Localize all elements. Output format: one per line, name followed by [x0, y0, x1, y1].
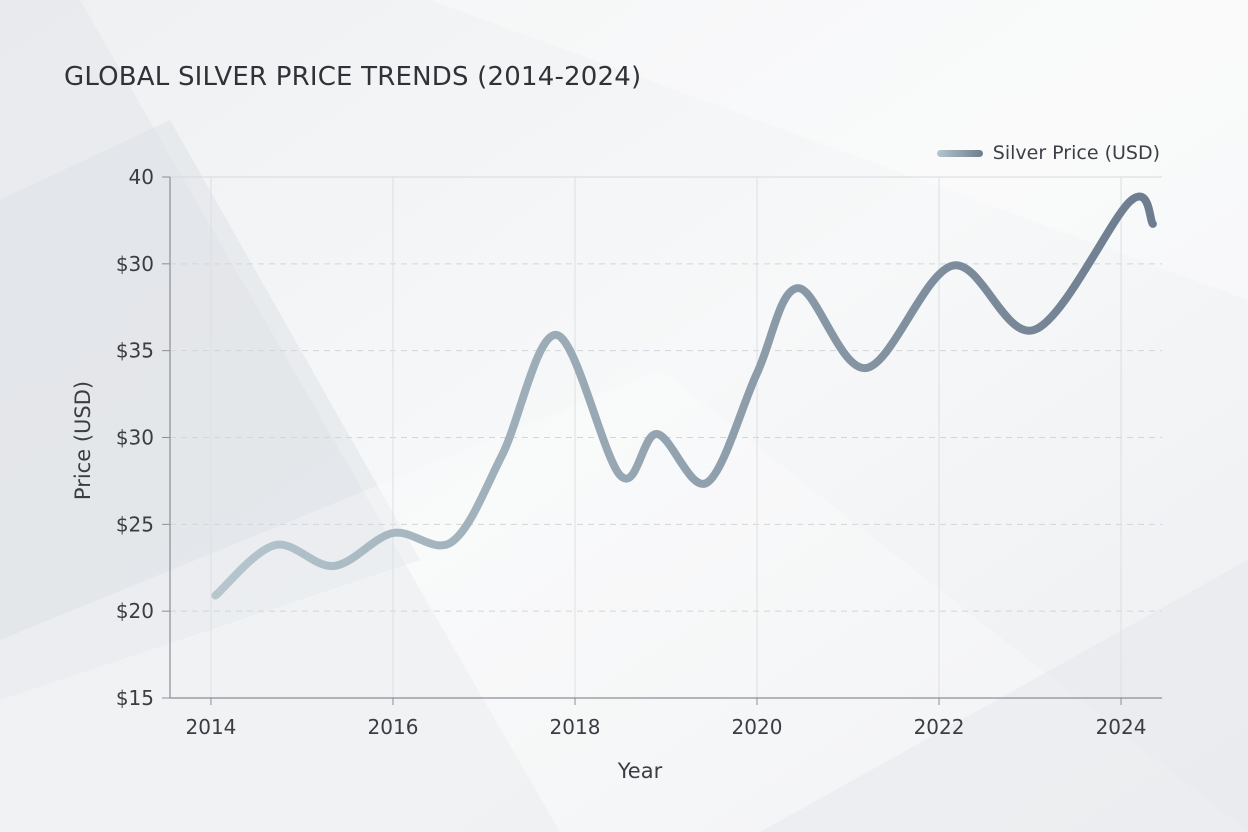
series-point — [950, 263, 956, 269]
series-point — [618, 473, 624, 479]
legend-swatch — [936, 149, 983, 157]
series-point — [863, 365, 869, 371]
y-tick-label: $35 — [116, 339, 154, 363]
y-tick-label: $30 — [116, 426, 154, 450]
x-tick-label: 2014 — [186, 715, 237, 739]
series-point — [213, 593, 219, 599]
series-point — [449, 539, 455, 545]
series-point — [654, 431, 660, 437]
series-line-silver-price — [211, 192, 1157, 600]
x-tick-label: 2020 — [732, 715, 783, 739]
series-point — [331, 563, 337, 569]
y-tick-label: $25 — [116, 512, 154, 536]
series-point — [1150, 221, 1156, 227]
y-axis-label: Price (USD) — [71, 381, 95, 500]
x-tick-label: 2016 — [368, 715, 419, 739]
x-axis-label: Year — [617, 759, 663, 783]
x-tick-label: 2024 — [1096, 715, 1147, 739]
series-point — [272, 542, 278, 548]
series-point — [554, 332, 560, 338]
series-point — [1032, 327, 1038, 333]
legend: Silver Price (USD) — [936, 142, 1160, 164]
x-tick-label: 2022 — [914, 715, 965, 739]
y-tick-label: 40 — [129, 165, 154, 189]
series-point — [499, 452, 505, 458]
x-tick-label: 2018 — [550, 715, 601, 739]
series-point — [704, 480, 710, 486]
y-tick-label: $30 — [116, 252, 154, 276]
series-point — [754, 370, 760, 376]
y-tick-label: $20 — [116, 599, 154, 623]
series-point — [1127, 198, 1133, 204]
series-point — [795, 285, 801, 291]
y-tick-label: $15 — [116, 686, 154, 710]
chart-title: GLOBAL SILVER PRICE TRENDS (2014-2024) — [64, 62, 642, 92]
series-point — [390, 530, 396, 536]
legend-label: Silver Price (USD) — [992, 142, 1160, 164]
